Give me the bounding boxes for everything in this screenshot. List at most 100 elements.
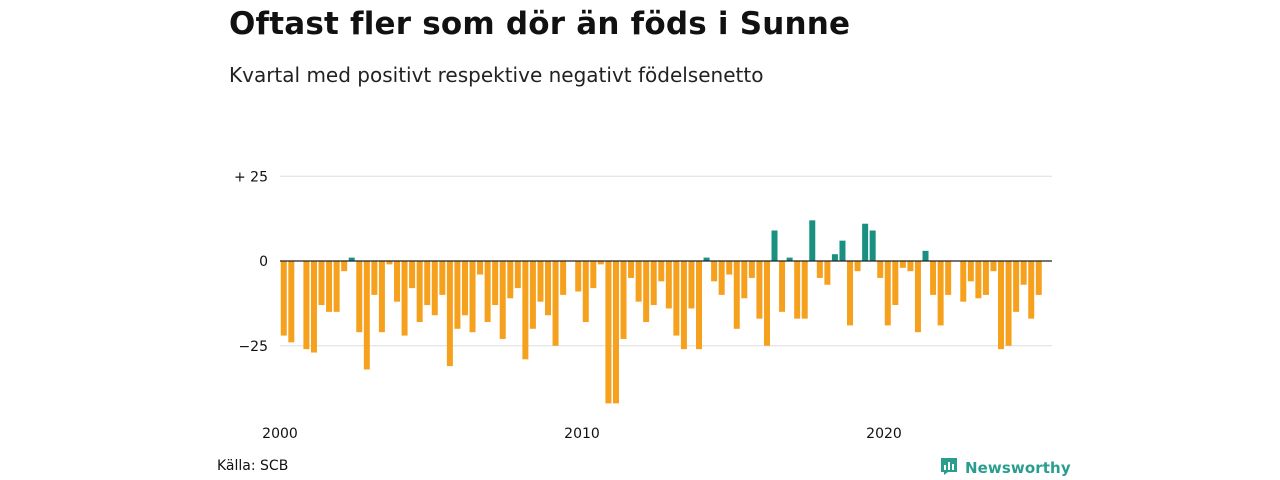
- bar: [552, 261, 559, 346]
- bar: [439, 261, 446, 295]
- bar: [771, 230, 778, 261]
- bar: [809, 220, 816, 261]
- bar: [756, 261, 763, 319]
- bar: [288, 261, 295, 343]
- bar: [394, 261, 401, 302]
- bar: [431, 261, 438, 316]
- bar: [499, 261, 506, 339]
- bar: [484, 261, 491, 323]
- bar: [597, 261, 604, 265]
- bar: [907, 261, 914, 272]
- bar: [424, 261, 431, 306]
- bar: [454, 261, 461, 329]
- bar: [537, 261, 544, 302]
- bar: [922, 250, 929, 261]
- bar: [680, 261, 687, 350]
- bar: [363, 261, 370, 370]
- bar: [869, 230, 876, 261]
- bar: [665, 261, 672, 309]
- bar: [575, 261, 582, 292]
- x-tick-label: 2010: [564, 426, 600, 442]
- bar: [635, 261, 642, 302]
- x-tick-label: 2020: [866, 426, 902, 442]
- bar: [303, 261, 310, 350]
- y-tick-label: + 25: [234, 169, 268, 185]
- bar: [824, 261, 831, 285]
- y-tick-label: −25: [238, 339, 268, 355]
- bar: [560, 261, 567, 295]
- bar: [507, 261, 514, 299]
- bar: [696, 261, 703, 350]
- bar: [371, 261, 378, 295]
- bar: [801, 261, 808, 319]
- brand-logo[interactable]: Newsworthy: [939, 456, 1071, 480]
- bar: [884, 261, 891, 326]
- bar: [937, 261, 944, 326]
- bar: [333, 261, 340, 312]
- bar: [899, 261, 906, 268]
- bar: [416, 261, 423, 323]
- bar: [326, 261, 333, 312]
- bar: [718, 261, 725, 295]
- bar: [847, 261, 854, 326]
- newsworthy-logo-icon: [939, 456, 959, 480]
- bar: [839, 240, 846, 261]
- bar: [348, 257, 355, 261]
- bar: [688, 261, 695, 309]
- bar: [877, 261, 884, 278]
- bar: [914, 261, 921, 333]
- bar: [605, 261, 612, 404]
- bar: [620, 261, 627, 339]
- bar: [477, 261, 484, 275]
- bar: [854, 261, 861, 272]
- bar: [658, 261, 665, 282]
- bar: [341, 261, 348, 272]
- brand-name: Newsworthy: [965, 459, 1071, 477]
- bar: [514, 261, 521, 289]
- bar: [650, 261, 657, 306]
- bar: [726, 261, 733, 275]
- bar: [794, 261, 801, 319]
- bar: [643, 261, 650, 323]
- bar: [763, 261, 770, 346]
- bar: [409, 261, 416, 289]
- bar: [748, 261, 755, 278]
- y-tick-label: 0: [259, 254, 268, 270]
- bar: [786, 257, 793, 261]
- bar: [628, 261, 635, 278]
- bar: [401, 261, 408, 336]
- x-tick-label: 2000: [262, 426, 298, 442]
- bar: [930, 261, 937, 295]
- bar: [492, 261, 499, 306]
- bar: [522, 261, 529, 360]
- bar: [590, 261, 597, 289]
- bar: [711, 261, 718, 282]
- bar: [1020, 261, 1027, 285]
- bar: [280, 261, 287, 336]
- bar: [892, 261, 899, 306]
- bar: [469, 261, 476, 333]
- bar: [862, 223, 869, 261]
- bar: [733, 261, 740, 329]
- bar: [1005, 261, 1012, 346]
- bar: [703, 257, 710, 261]
- chart-title: Oftast fler som dör än föds i Sunne: [229, 6, 851, 42]
- bar: [816, 261, 823, 278]
- bar: [529, 261, 536, 329]
- bar: [461, 261, 468, 316]
- bar: [612, 261, 619, 404]
- bar: [990, 261, 997, 272]
- bar: [386, 261, 393, 265]
- bar: [582, 261, 589, 323]
- bar: [831, 254, 838, 261]
- bar: [1035, 261, 1042, 295]
- bar: [1028, 261, 1035, 319]
- bar: [967, 261, 974, 282]
- chart-subtitle: Kvartal med positivt respektive negativt…: [229, 63, 764, 87]
- bar: [779, 261, 786, 312]
- bar: [945, 261, 952, 295]
- bar: [960, 261, 967, 302]
- bar: [673, 261, 680, 336]
- bar: [356, 261, 363, 333]
